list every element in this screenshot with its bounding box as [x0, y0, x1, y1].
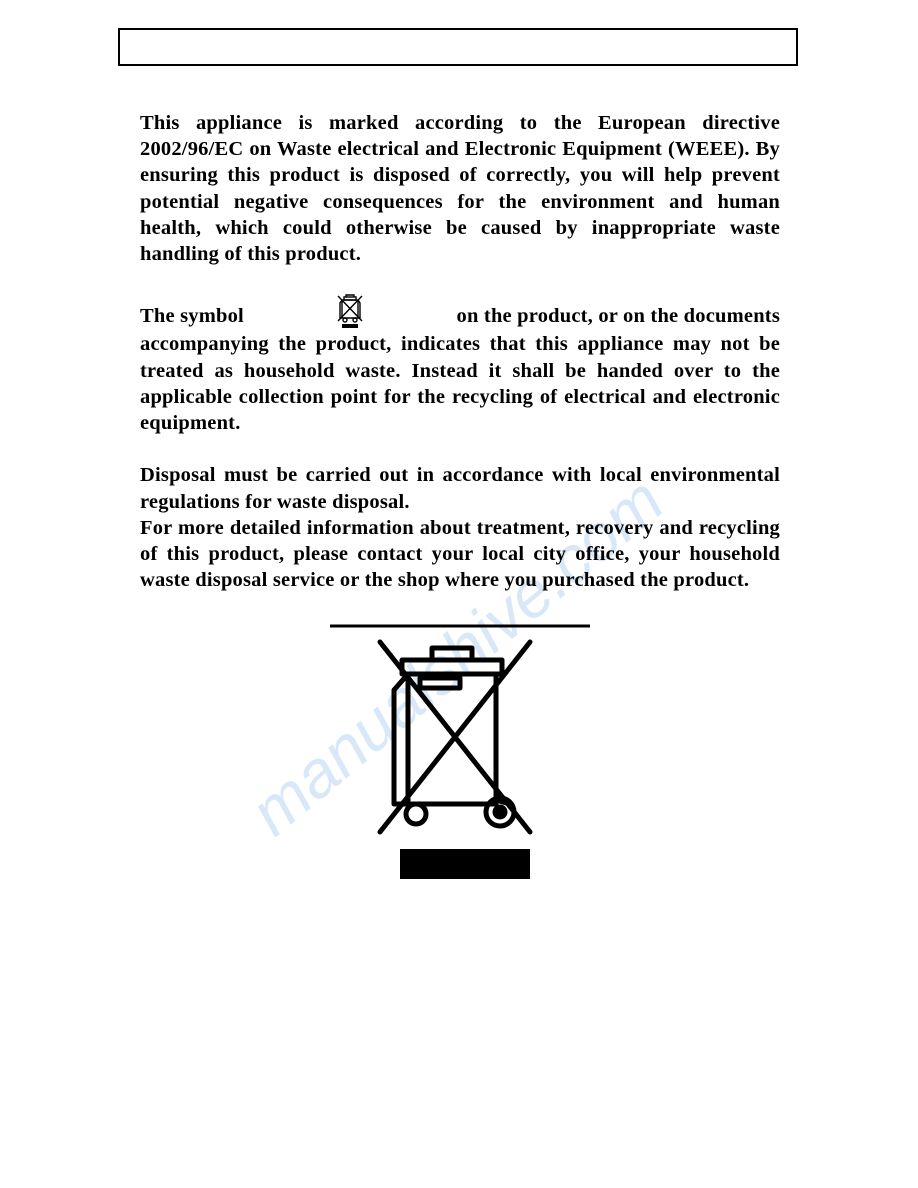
weee-large-icon [330, 624, 590, 884]
paragraph-1: This appliance is marked according to th… [140, 110, 780, 267]
header-empty-box [118, 28, 798, 66]
paragraph-2: The symbol o [140, 293, 780, 436]
p2-text-before: The symbol [140, 303, 244, 329]
paragraph-3: Disposal must be carried out in accordan… [140, 462, 780, 593]
p3-text-a: Disposal must be carried out in accordan… [140, 464, 780, 512]
document-body: This appliance is marked according to th… [140, 110, 780, 884]
p3-text-b: For more detailed information about trea… [140, 517, 780, 591]
weee-small-icon [334, 293, 366, 329]
p2-text-rest: accompanying the product, indicates that… [140, 333, 780, 434]
large-icon-container [140, 624, 780, 884]
p2-text-after: on the product, or on the documents [457, 303, 780, 329]
